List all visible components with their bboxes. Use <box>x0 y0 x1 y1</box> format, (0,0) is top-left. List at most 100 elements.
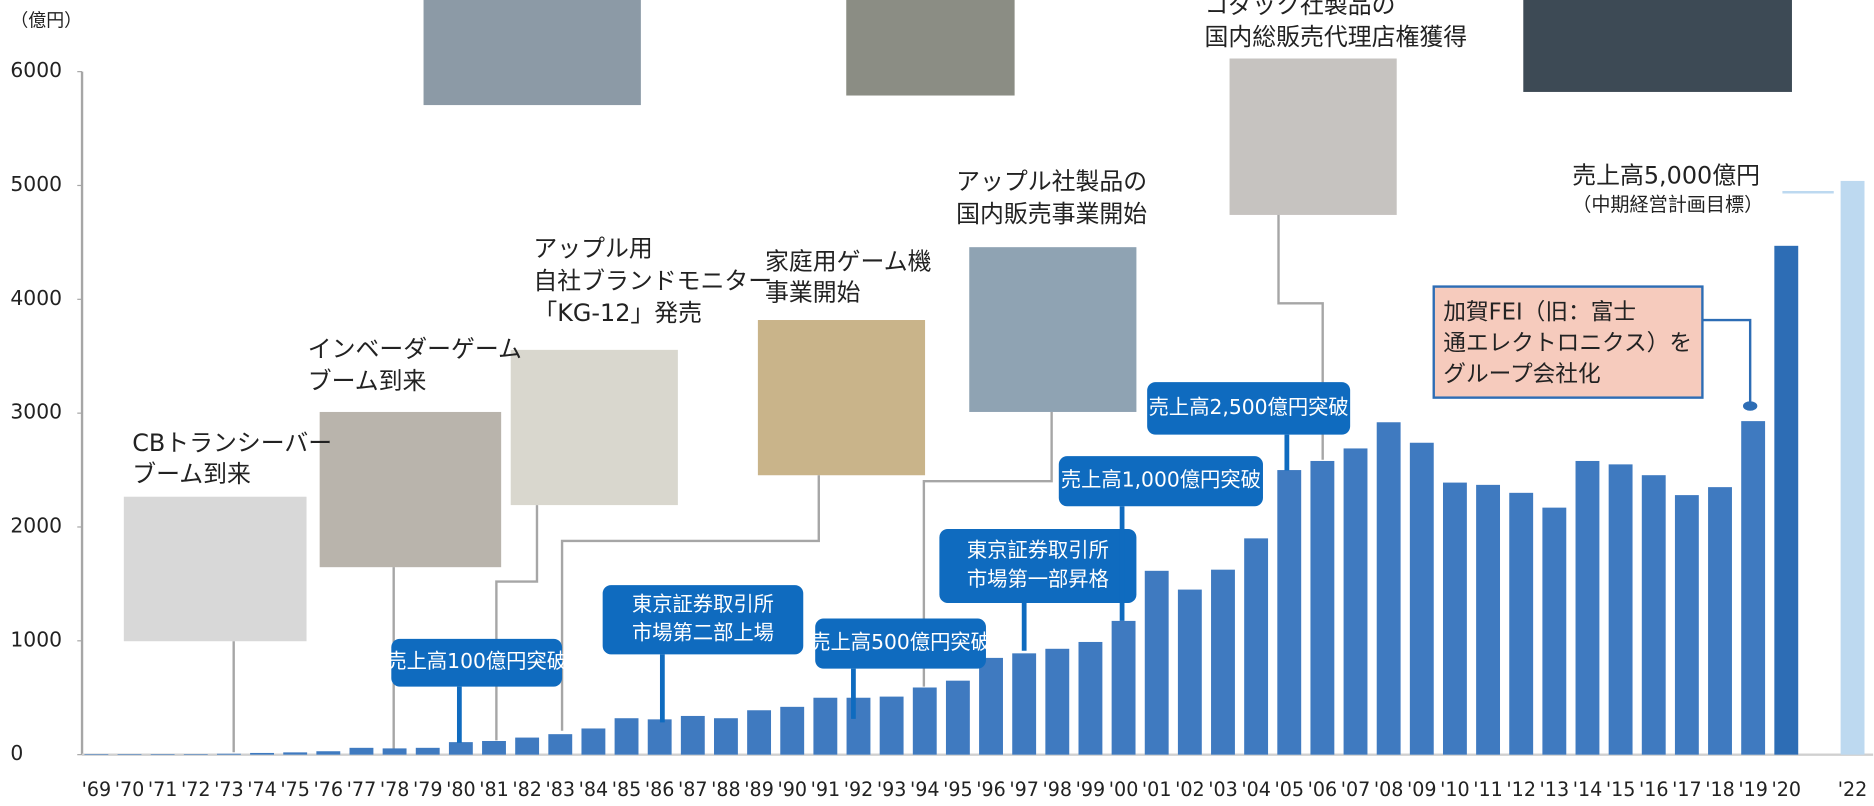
x-tick-label: '76 <box>314 778 344 801</box>
x-tick-label: '87 <box>678 778 708 801</box>
x-tick-label: '69 <box>82 778 112 801</box>
x-tick-label: '15 <box>1606 778 1636 801</box>
x-tick-label: '71 <box>148 778 178 801</box>
note-text: 加賀FEI（旧：富士 <box>1443 299 1636 325</box>
x-tick-label: '06 <box>1308 778 1338 801</box>
x-tick-label: '75 <box>280 778 310 801</box>
bar <box>1774 246 1798 755</box>
bar <box>1045 649 1069 755</box>
bar <box>1609 464 1633 754</box>
bar <box>1310 461 1334 755</box>
callout-text: 市場第一部昇格 <box>967 567 1109 591</box>
photo <box>846 0 1014 96</box>
bar <box>151 754 175 755</box>
annotation-text: 家庭用ゲーム機 <box>765 248 932 276</box>
bar <box>681 716 705 755</box>
bar <box>747 710 771 754</box>
bar <box>1542 508 1566 755</box>
x-tick-label: '83 <box>545 778 575 801</box>
x-tick-label: '05 <box>1274 778 1304 801</box>
y-tick-label: 5000 <box>10 172 62 196</box>
annotation-text: 事業開始 <box>765 279 861 307</box>
bar <box>515 738 539 755</box>
annotation-text: ブーム到来 <box>132 460 251 488</box>
x-tick-label: '20 <box>1772 778 1802 801</box>
x-tick-label: '14 <box>1573 778 1603 801</box>
bar <box>1841 181 1865 755</box>
bar <box>615 718 639 754</box>
x-tick-label: '10 <box>1440 778 1470 801</box>
x-tick-label: '04 <box>1241 778 1271 801</box>
photo <box>1230 59 1397 215</box>
callout-text: 売上高2,500億円突破 <box>1149 395 1349 419</box>
x-tick-label: '95 <box>943 778 973 801</box>
bar <box>880 697 904 755</box>
y-tick-label: 3000 <box>10 400 62 424</box>
x-tick-label: '81 <box>479 778 509 801</box>
bar <box>1211 570 1235 755</box>
note-connector <box>1702 320 1750 406</box>
x-tick-label: '92 <box>844 778 874 801</box>
photo <box>424 0 641 105</box>
annotation-text: インベーダーゲーム <box>308 335 522 363</box>
x-tick-label: '93 <box>877 778 907 801</box>
x-tick-label: '09 <box>1407 778 1437 801</box>
x-tick-label: '98 <box>1043 778 1073 801</box>
bar <box>1476 485 1500 755</box>
x-tick-label: '91 <box>811 778 841 801</box>
x-tick-label: '74 <box>247 778 277 801</box>
bar <box>946 681 970 755</box>
bar <box>1078 642 1102 755</box>
bar <box>1741 421 1765 755</box>
bar <box>1708 487 1732 755</box>
x-tick-label: '02 <box>1175 778 1205 801</box>
bar <box>283 752 307 754</box>
x-tick-label: '79 <box>413 778 443 801</box>
x-tick-label: '94 <box>910 778 940 801</box>
bar <box>1145 571 1169 755</box>
x-tick-label: '00 <box>1109 778 1139 801</box>
annotation-text: （中期経営計画目標） <box>1572 193 1763 216</box>
x-tick-label: '99 <box>1076 778 1106 801</box>
annotation-text: ブーム到来 <box>308 367 427 395</box>
bar <box>1642 475 1666 754</box>
bar <box>1410 443 1434 755</box>
annotation-text: 自社ブランドモニター <box>533 267 772 295</box>
bar <box>1675 495 1699 755</box>
note-dot <box>1743 401 1757 411</box>
callout-text: 売上高500億円突破 <box>810 630 991 654</box>
annotation-text: CBトランシーバー <box>132 429 332 457</box>
x-tick-label: '80 <box>446 778 476 801</box>
bar <box>1576 461 1600 755</box>
x-tick-label: '88 <box>711 778 741 801</box>
x-tick-label: '07 <box>1341 778 1371 801</box>
x-tick-label: '11 <box>1473 778 1503 801</box>
photo <box>969 247 1136 412</box>
bar <box>316 751 340 754</box>
bar <box>482 741 506 755</box>
annotation-text: アップル社製品の <box>956 168 1147 196</box>
callout-text: 東京証券取引所 <box>967 538 1109 562</box>
annotation-text: コダック社製品の <box>1204 0 1395 19</box>
note-text: グループ会社化 <box>1443 361 1600 387</box>
y-tick-label: 1000 <box>10 627 62 651</box>
y-tick-label: 6000 <box>10 58 62 82</box>
bar <box>416 748 440 755</box>
bar <box>581 728 605 754</box>
callout-text: 売上高100億円突破 <box>386 649 567 673</box>
x-tick-label: '78 <box>380 778 410 801</box>
bar <box>1344 448 1368 754</box>
x-tick-label: '19 <box>1738 778 1768 801</box>
bar <box>1277 470 1301 755</box>
x-tick-label: '13 <box>1540 778 1570 801</box>
bar <box>383 748 407 754</box>
x-tick-label: '82 <box>512 778 542 801</box>
bar <box>118 754 142 755</box>
bar <box>979 658 1003 755</box>
bar <box>780 707 804 755</box>
y-tick-label: 2000 <box>10 513 62 537</box>
bar <box>84 754 108 755</box>
photo <box>1523 0 1792 92</box>
bar <box>1178 590 1202 755</box>
x-tick-label: '17 <box>1672 778 1702 801</box>
